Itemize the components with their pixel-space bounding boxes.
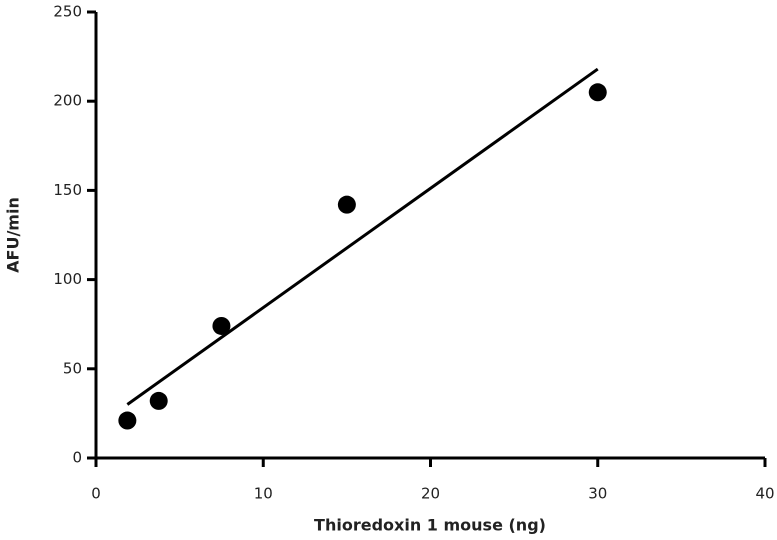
x-tick-label: 40 [755, 485, 774, 503]
data-point [118, 411, 137, 430]
data-point [212, 316, 231, 335]
y-tick-label: 200 [53, 92, 82, 110]
y-tick-label: 100 [53, 270, 82, 288]
data-point [337, 195, 356, 214]
y-tick-label: 50 [63, 359, 82, 377]
y-axis-title: AFU/min [4, 197, 23, 273]
fit-line [126, 67, 599, 406]
x-tick-label: 30 [588, 485, 607, 503]
data-point [149, 391, 168, 410]
x-tick-label: 20 [421, 485, 440, 503]
y-tick-label: 250 [53, 3, 82, 21]
x-tick-label: 10 [254, 485, 273, 503]
x-axis-title: Thioredoxin 1 mouse (ng) [314, 516, 546, 535]
x-tick-label: 0 [91, 485, 101, 503]
data-point [588, 83, 607, 102]
y-tick-label: 150 [53, 181, 82, 199]
y-tick-label: 0 [72, 449, 82, 467]
